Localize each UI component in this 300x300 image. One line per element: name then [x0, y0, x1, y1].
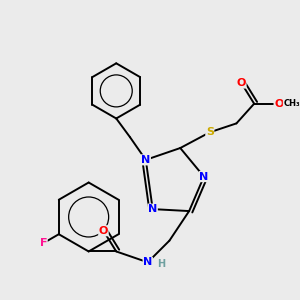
Text: O: O — [274, 99, 283, 109]
Text: N: N — [143, 257, 152, 267]
Text: N: N — [148, 204, 157, 214]
Text: N: N — [199, 172, 208, 182]
Text: H: H — [158, 259, 166, 269]
Text: F: F — [40, 238, 47, 248]
Text: O: O — [237, 78, 246, 88]
Text: O: O — [99, 226, 108, 236]
Text: CH₃: CH₃ — [283, 99, 300, 108]
Text: N: N — [141, 155, 150, 165]
Text: S: S — [206, 127, 214, 137]
